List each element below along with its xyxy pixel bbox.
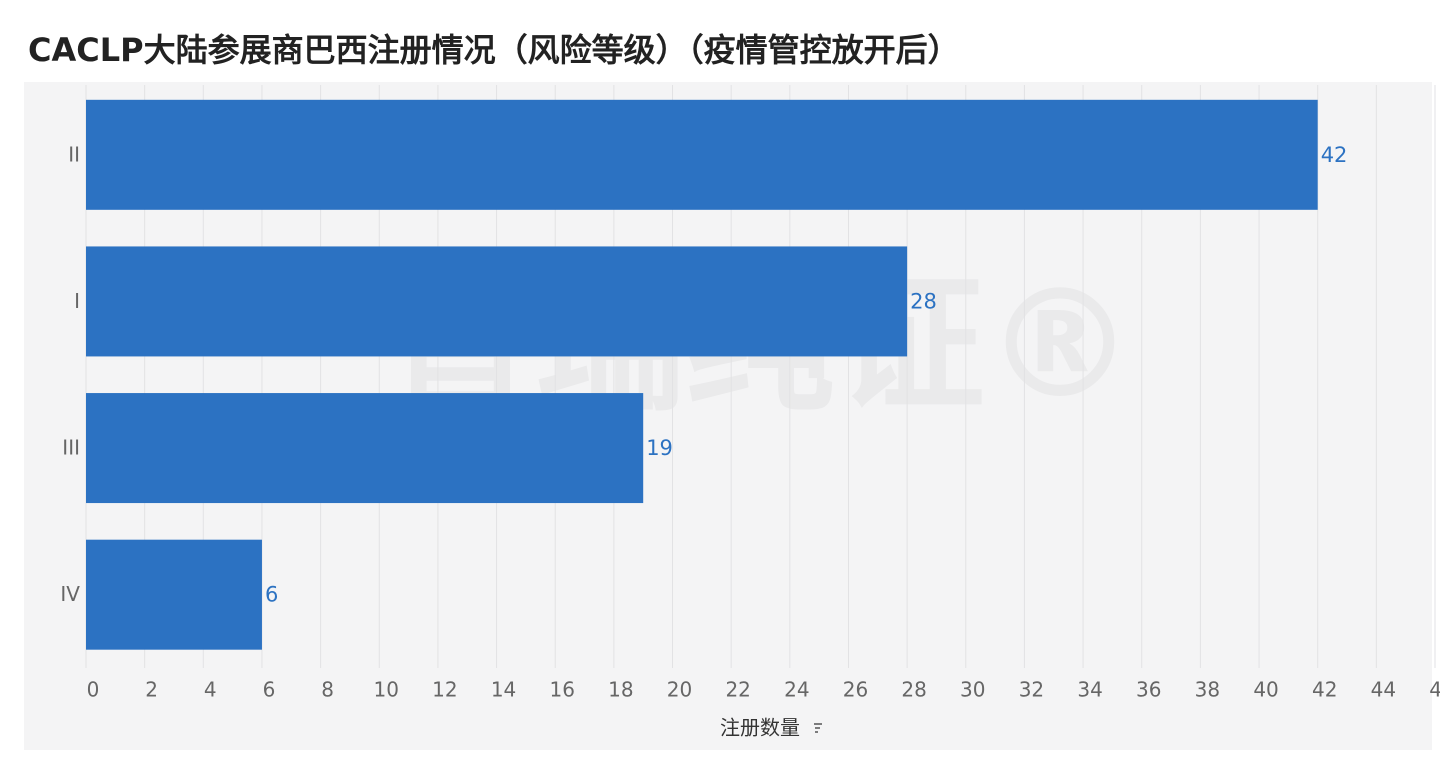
bar	[86, 539, 262, 650]
x-tick-label: 22	[725, 678, 750, 702]
x-tick-label: 18	[608, 678, 633, 702]
x-tick-label: 20	[667, 678, 692, 702]
x-tick-label: 0	[87, 678, 100, 702]
y-tick-label: IV	[60, 582, 80, 606]
x-tick-label: 44	[1371, 678, 1396, 702]
x-tick-label: 2	[145, 678, 158, 702]
y-tick-label: II	[68, 142, 80, 166]
x-tick-label: 6	[263, 678, 276, 702]
x-tick-label: 40	[1253, 678, 1278, 702]
x-tick-label: 8	[321, 678, 334, 702]
x-axis-title: 注册数量	[720, 716, 800, 740]
filter-icon[interactable]	[814, 723, 822, 733]
x-tick-label: 36	[1136, 678, 1161, 702]
bar	[86, 99, 1318, 210]
x-tick-label: 14	[491, 678, 516, 702]
x-tick-label: 38	[1195, 678, 1220, 702]
x-tick-label: 12	[432, 678, 457, 702]
x-tick-label: 24	[784, 678, 809, 702]
x-tick-label: 46	[1429, 678, 1440, 702]
x-tick-label: 26	[843, 678, 868, 702]
y-tick-label: III	[62, 436, 80, 460]
x-tick-label: 34	[1077, 678, 1102, 702]
value-label: 42	[1321, 143, 1348, 167]
x-tick-label: 28	[901, 678, 926, 702]
x-tick-label: 10	[374, 678, 399, 702]
bar	[86, 393, 644, 504]
x-tick-label: 42	[1312, 678, 1337, 702]
x-tick-label: 16	[549, 678, 574, 702]
chart-title: CACLP大陆参展商巴西注册情况（风险等级）（疫情管控放开后）	[28, 31, 960, 69]
bar	[86, 246, 908, 357]
value-label: 6	[265, 583, 278, 607]
x-tick-label: 4	[204, 678, 217, 702]
x-tick-label: 32	[1019, 678, 1044, 702]
value-label: 19	[646, 436, 673, 460]
value-label: 28	[910, 289, 937, 313]
y-tick-label: I	[74, 289, 80, 313]
x-tick-label: 30	[960, 678, 985, 702]
